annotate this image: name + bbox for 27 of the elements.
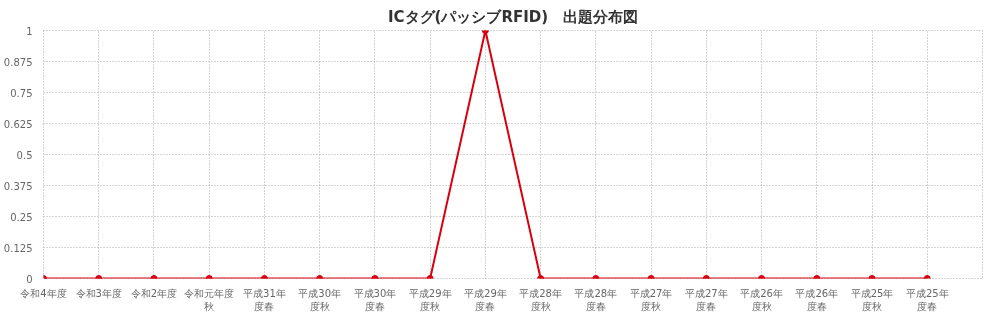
x-tick-label: 平成25年度秋 xyxy=(850,287,894,312)
x-tick-label: 平成30年度春 xyxy=(353,287,397,312)
x-tick-label: 平成31年度春 xyxy=(243,287,286,312)
chart-title: ICタグ(パッシブRFID) 出題分布図 xyxy=(387,7,639,26)
x-tick-label: 令和元年度秋 xyxy=(184,287,235,312)
x-tick-label: 平成25年度春 xyxy=(905,287,949,312)
x-tick-label: 令和2年度 xyxy=(130,287,178,299)
y-tick-label: 0.875 xyxy=(3,56,33,68)
x-tick-label: 平成28年度春 xyxy=(574,287,618,312)
y-tick-label: 0.125 xyxy=(3,242,33,254)
x-tick-label: 平成29年度秋 xyxy=(408,287,452,312)
y-tick-label: 0.25 xyxy=(10,211,33,223)
y-tick-label: 0.625 xyxy=(3,118,33,130)
x-tick-label: 平成27年度春 xyxy=(684,287,728,312)
x-tick-label: 平成26年度秋 xyxy=(740,287,783,312)
x-tick-label: 平成28年度秋 xyxy=(519,287,562,312)
y-tick-label: 0.75 xyxy=(10,87,33,99)
x-tick-label: 平成27年度秋 xyxy=(629,287,673,312)
y-tick-label: 1 xyxy=(26,25,33,37)
x-tick-label: 令和4年度 xyxy=(20,287,67,299)
x-tick-label: 令和3年度 xyxy=(75,287,122,299)
y-tick-label: 0.5 xyxy=(16,149,33,161)
x-tick-label: 平成29年度春 xyxy=(464,287,507,312)
x-tick-label: 平成30年度秋 xyxy=(298,287,342,312)
x-tick-label: 平成26年度春 xyxy=(795,287,839,312)
y-tick-label: 0 xyxy=(26,273,33,285)
y-tick-label: 0.375 xyxy=(3,180,33,192)
